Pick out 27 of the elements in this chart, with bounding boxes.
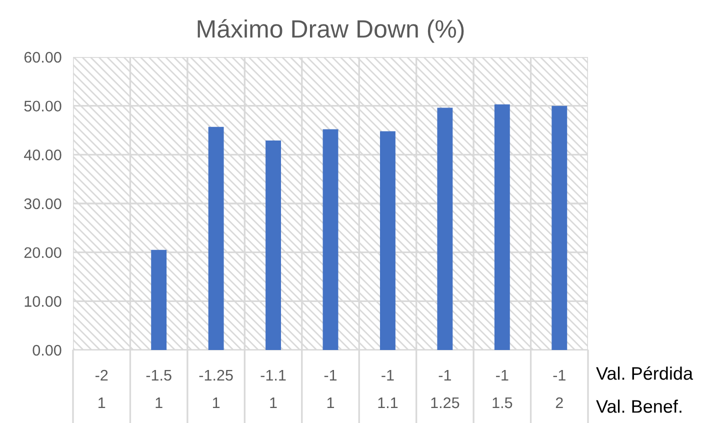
text: Val. Pérdida [596, 366, 694, 380]
y-tick-label: 50.00 [24, 100, 62, 112]
bar [552, 106, 568, 350]
bar [494, 104, 510, 350]
x-tick-label: -1 1 [324, 370, 337, 408]
x-tick-label: -2 1 [96, 370, 108, 408]
x-tick-label: -1.1 1 [260, 370, 286, 408]
chart-title: Máximo Draw Down (%) [198, 19, 464, 43]
x-tick-label: -1.25 1 [199, 370, 233, 408]
y-tick-label: 30.00 [24, 198, 62, 210]
x-tick-label: -1 1.1 [378, 370, 398, 408]
bar [208, 126, 224, 350]
x-tick-label: -1.5 1 [146, 370, 172, 408]
bar [380, 131, 396, 350]
bar [437, 108, 453, 350]
y-tick-label: 0.00 [32, 344, 62, 356]
bar [151, 250, 167, 350]
y-tick-label: 20.00 [24, 247, 62, 258]
bar [266, 140, 282, 350]
y-tick-label: 60.00 [24, 52, 62, 63]
text: Val. Benef. [596, 400, 682, 413]
x-tick-label: -1 1.25 [431, 370, 460, 408]
x-tick-label: -1 2 [553, 370, 566, 408]
y-tick-label: 10.00 [24, 296, 62, 307]
x-tick-label: -1 1.5 [492, 370, 512, 408]
bar [322, 129, 338, 350]
y-tick-label: 40.00 [24, 150, 62, 160]
